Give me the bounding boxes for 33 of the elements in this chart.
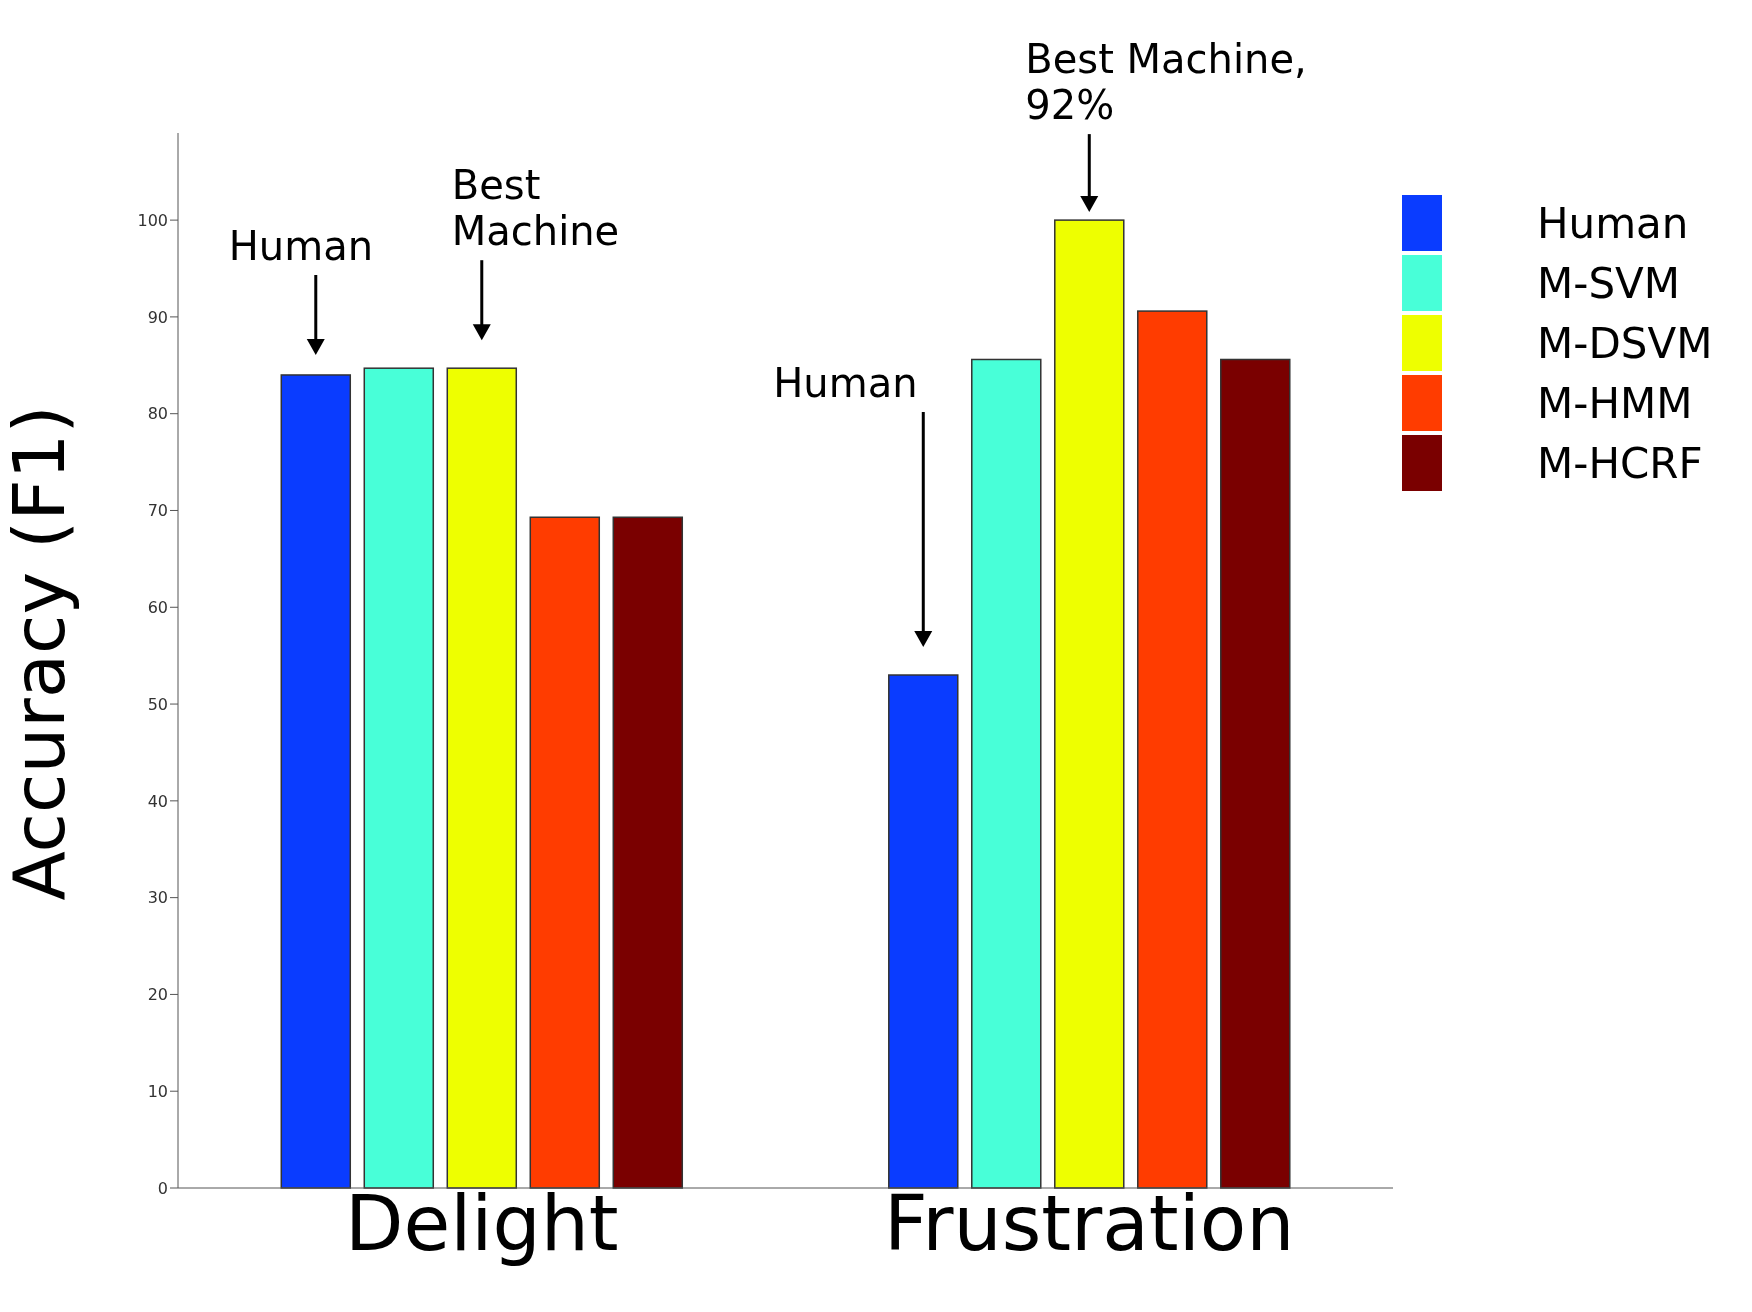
legend-label: M-HMM (1537, 378, 1693, 428)
y-axis-title: Accuracy (F1) (0, 405, 81, 901)
y-tick-label: 30 (147, 888, 168, 908)
bar (888, 674, 959, 1189)
x-tick-label: Delight (344, 1178, 619, 1268)
y-tick-label: 50 (147, 694, 168, 714)
annotation: Human (773, 360, 918, 407)
legend-label: Human (1537, 198, 1689, 248)
bar (1054, 219, 1125, 1189)
bar (971, 358, 1042, 1189)
y-tick-label: 0 (157, 1178, 168, 1198)
legend-label: M-HCRF (1537, 438, 1703, 488)
text: Best Machine, 92% (1025, 36, 1308, 129)
bar (529, 516, 601, 1189)
y-tick-label: 10 (147, 1081, 168, 1101)
y-tick-label: 20 (147, 985, 168, 1005)
bar (446, 367, 518, 1189)
annotation: Best Machine (451, 162, 621, 255)
bar (612, 516, 684, 1189)
y-tick-label: 100 (137, 210, 168, 230)
bar (1220, 358, 1291, 1189)
y-tick-label: 80 (147, 404, 168, 424)
y-tick-label: 60 (147, 597, 168, 617)
x-tick-label: Frustration (884, 1178, 1295, 1268)
y-tick-label: 70 (147, 501, 168, 521)
annotation: Human (228, 222, 374, 269)
y-tick-label: 90 (147, 307, 168, 327)
y-tick-label: 40 (147, 791, 168, 811)
bar (363, 367, 435, 1189)
bar (280, 374, 352, 1189)
bar (1137, 310, 1208, 1189)
legend-label: M-SVM (1537, 258, 1681, 308)
legend-label: M-DSVM (1537, 318, 1713, 368)
